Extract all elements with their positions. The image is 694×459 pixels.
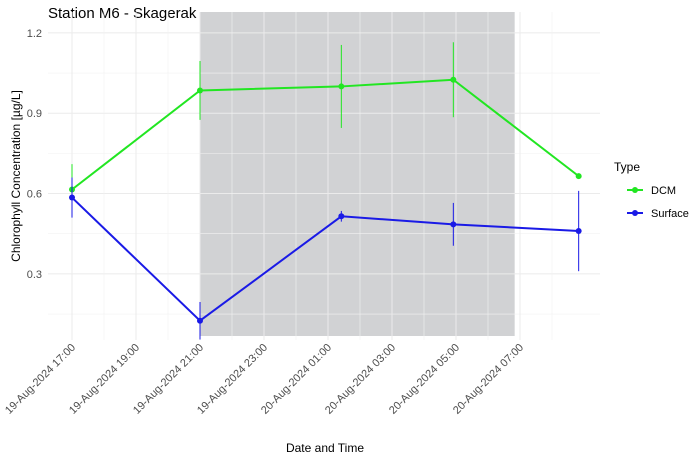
data-point (197, 317, 203, 324)
data-point (575, 228, 582, 235)
x-tick-label: 19-Aug-2024 21:00 (131, 342, 206, 417)
data-point (69, 194, 75, 201)
y-tick-label: 0.3 (27, 269, 42, 281)
x-tick-label: 19-Aug-2024 17:00 (3, 342, 78, 417)
x-tick-label: 20-Aug-2024 03:00 (323, 342, 398, 417)
legend-swatch (632, 187, 638, 193)
x-tick-label: 20-Aug-2024 01:00 (259, 342, 334, 417)
legend-label: Surface (651, 208, 689, 220)
chart-title: Station M6 - Skagerak (48, 5, 197, 22)
y-tick-label: 1.2 (27, 28, 42, 40)
legend-swatch (632, 210, 638, 216)
x-axis-label: Date and Time (286, 441, 364, 455)
y-tick-label: 0.6 (27, 189, 42, 201)
data-point (575, 173, 582, 180)
legend-title: Type (614, 160, 640, 174)
shaded-period (200, 12, 515, 336)
y-tick-label: 0.9 (27, 108, 42, 120)
data-point (338, 213, 345, 220)
data-point (450, 76, 457, 83)
data-point (338, 83, 345, 90)
data-point (197, 87, 203, 94)
legend-label: DCM (651, 185, 676, 197)
x-tick-label: 19-Aug-2024 23:00 (195, 342, 270, 417)
x-tick-label: 20-Aug-2024 07:00 (451, 342, 526, 417)
x-tick-label: 20-Aug-2024 05:00 (387, 342, 462, 417)
y-axis-label: Chlorophyll Concentration [µg/L] (9, 90, 23, 262)
x-tick-label: 19-Aug-2024 19:00 (67, 342, 142, 417)
data-point (450, 221, 457, 228)
